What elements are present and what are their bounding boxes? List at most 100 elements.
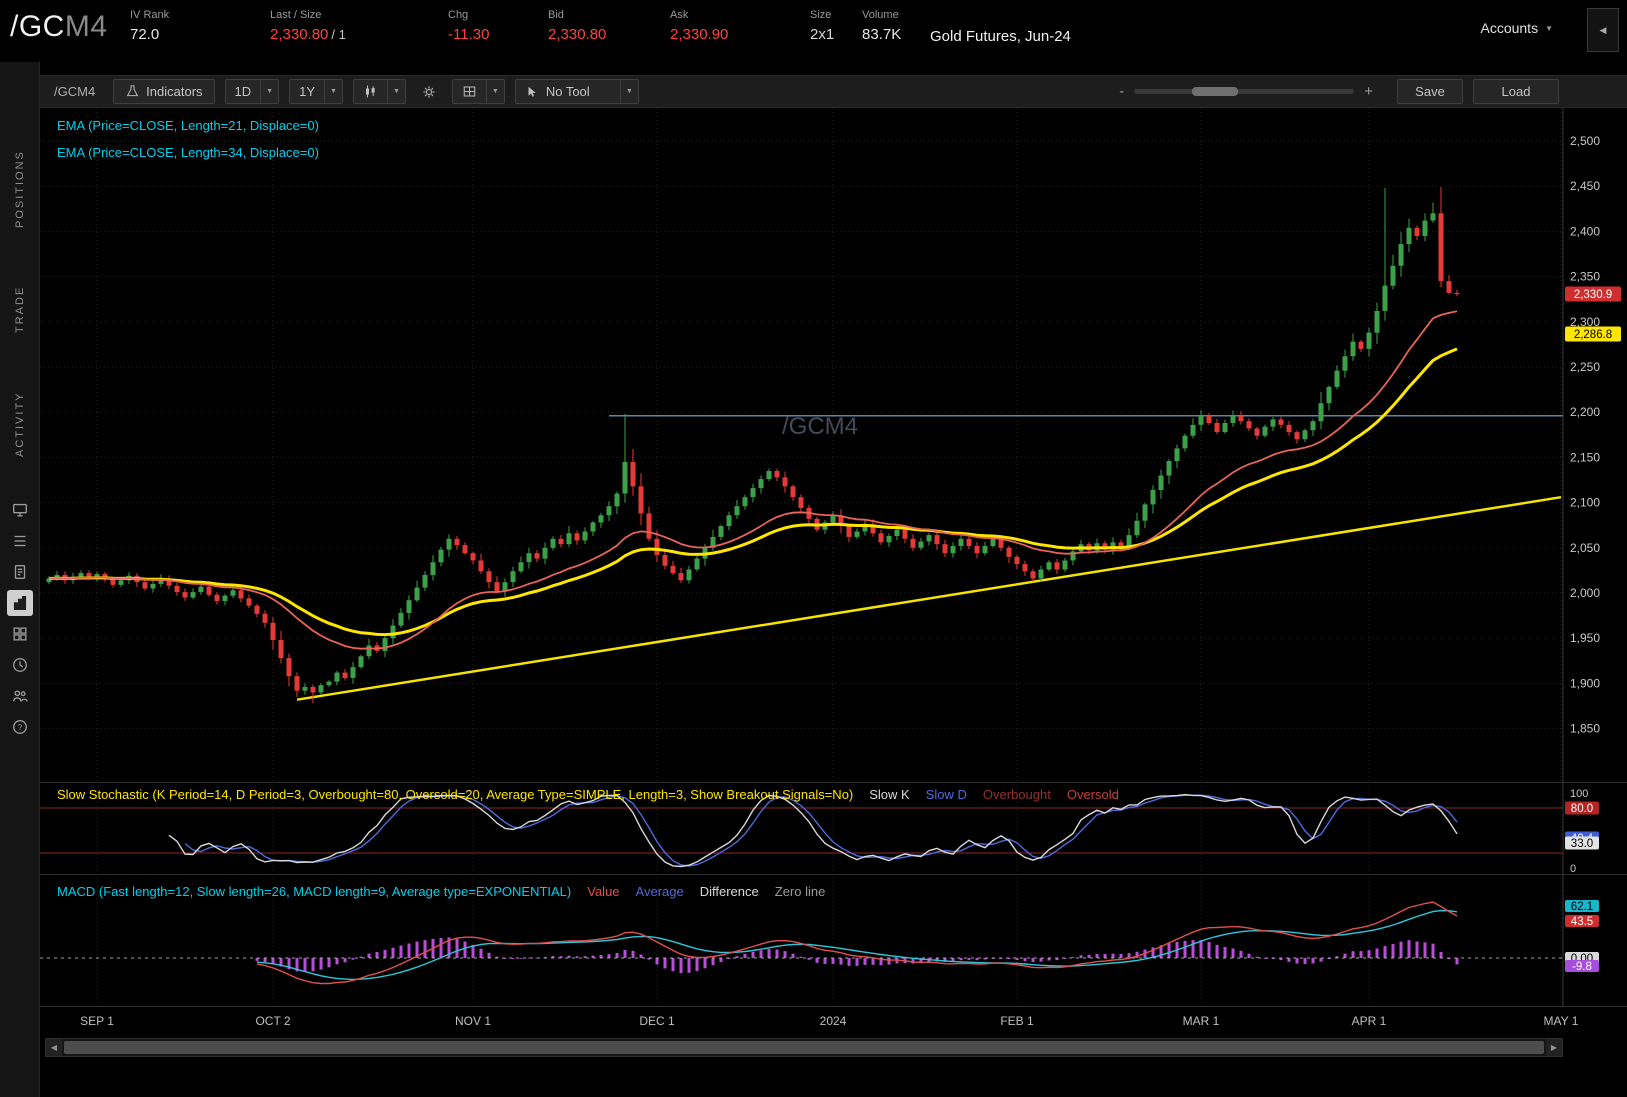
watchlist-icon[interactable]	[7, 528, 33, 554]
sidebar-icons: ?	[0, 492, 40, 745]
candle	[1406, 227, 1412, 245]
sharing-people-icon[interactable]	[7, 683, 33, 709]
study-label-ema34[interactable]: EMA (Price=CLOSE, Length=34, Displace=0)	[57, 145, 319, 160]
candle	[1182, 435, 1188, 449]
price-axis-label: 1,900	[1570, 676, 1600, 690]
candle	[1022, 564, 1028, 572]
candle	[742, 497, 748, 507]
chart-icon[interactable]	[7, 590, 33, 616]
candle	[1326, 386, 1332, 404]
candle	[934, 535, 940, 545]
field-label: Volume	[862, 9, 899, 21]
price-axis-label: 2,050	[1570, 541, 1600, 555]
candle	[998, 538, 1004, 548]
candle	[838, 515, 844, 527]
help-icon[interactable]: ?	[7, 714, 33, 740]
pane-divider	[40, 782, 1627, 783]
zoom-out-button[interactable]: -	[1119, 83, 1125, 100]
candle	[942, 544, 948, 554]
field-label: Last / Size	[270, 9, 322, 21]
candle	[1350, 341, 1356, 357]
chart-settings-button[interactable]	[416, 79, 442, 104]
macd-panel[interactable]: 62.143.50.00-9.8	[40, 874, 1627, 1006]
candle	[1390, 265, 1396, 286]
candle	[1238, 415, 1244, 422]
save-button[interactable]: Save	[1397, 79, 1463, 104]
candle	[294, 676, 300, 691]
candle	[974, 546, 980, 554]
last-size-qty: / 1	[331, 27, 346, 42]
candle	[1454, 292, 1460, 295]
zoom-slider[interactable]	[1134, 87, 1355, 96]
candle	[1166, 461, 1172, 476]
time-axis[interactable]: SEP 1 OCT 2 NOV 1 DEC 1 2024 FEB 1 MAR 1 APR 1 M…	[0, 1006, 1578, 1036]
candle	[150, 584, 156, 589]
contract-description: Gold Futures, Jun-24	[930, 28, 1071, 45]
layout-dropdown[interactable]: ▼	[451, 79, 505, 104]
candle	[118, 580, 124, 585]
candle	[1422, 220, 1428, 236]
history-clock-icon[interactable]	[7, 652, 33, 678]
layout-grid-icon[interactable]	[7, 621, 33, 647]
scrollbar-thumb[interactable]	[64, 1041, 1544, 1054]
candle	[1358, 341, 1364, 349]
scroll-right-button[interactable]: ▶	[1546, 1039, 1562, 1056]
price-chart[interactable]: 2,500 2,450 2,400 2,350 2,300 2,250 2,200 2,150…	[40, 108, 1627, 782]
candle	[46, 578, 52, 583]
sidebar-tab-activity[interactable]: ACTIVITY	[14, 391, 26, 457]
candle	[510, 571, 516, 583]
chart-style-dropdown[interactable]: ▼	[352, 79, 406, 104]
candle	[350, 667, 356, 678]
indicators-button[interactable]: Indicators	[113, 79, 215, 104]
candle	[1438, 213, 1444, 282]
candle	[886, 536, 892, 543]
study-label-stochastic[interactable]: Slow Stochastic (K Period=14, D Period=3…	[57, 787, 854, 802]
candle	[366, 645, 372, 657]
order-ticket-icon[interactable]	[7, 559, 33, 585]
drawing-tool-dropdown[interactable]: No Tool ▼	[514, 79, 639, 104]
candle	[1398, 244, 1404, 266]
candle	[1110, 542, 1116, 550]
price-axis-label: 2,450	[1570, 179, 1600, 193]
candle	[958, 538, 964, 546]
study-label-ema21[interactable]: EMA (Price=CLOSE, Length=21, Displace=0)	[57, 118, 319, 133]
range-dropdown[interactable]: 1Y ▼	[289, 79, 343, 104]
pane-divider	[40, 1006, 1627, 1007]
load-button[interactable]: Load	[1473, 79, 1559, 104]
candle	[278, 640, 284, 659]
zoom-slider-thumb[interactable]	[1192, 87, 1239, 96]
scroll-left-button[interactable]: ◀	[46, 1039, 62, 1056]
toolbar-symbol: /GCM4	[54, 84, 96, 99]
horizontal-scrollbar[interactable]: ◀ ▶	[45, 1038, 1563, 1057]
monitor-icon[interactable]	[7, 497, 33, 523]
chevron-down-icon: ▼	[619, 80, 638, 103]
field-value: 2,330.90	[670, 26, 729, 43]
candle	[382, 638, 388, 651]
sidebar-tab-positions[interactable]: POSITIONS	[14, 150, 26, 228]
candle	[1374, 311, 1380, 333]
sidebar-tab-trade[interactable]: TRADE	[14, 285, 26, 333]
time-axis-label: DEC 1	[639, 1014, 675, 1028]
candle	[526, 553, 532, 563]
candle	[1286, 424, 1292, 433]
candle	[598, 515, 604, 523]
ema34-line	[48, 347, 1458, 637]
candle	[230, 590, 236, 596]
timeframe-dropdown[interactable]: 1D ▼	[224, 79, 280, 104]
field-ask: Ask 2,330.90	[670, 9, 810, 43]
price-axis-label: 2,100	[1570, 496, 1600, 510]
candle	[1070, 551, 1076, 561]
legend-difference: Difference	[699, 884, 759, 899]
candle	[750, 488, 756, 498]
study-label-macd[interactable]: MACD (Fast length=12, Slow length=26, MA…	[57, 884, 572, 899]
candle	[766, 471, 772, 480]
accounts-menu[interactable]: Accounts ▼	[1480, 20, 1553, 36]
svg-text:43.5: 43.5	[1571, 916, 1593, 928]
zoom-in-button[interactable]: +	[1364, 83, 1373, 100]
time-axis-label: MAY 1	[1543, 1014, 1579, 1028]
candle	[302, 687, 308, 691]
candle	[390, 625, 396, 639]
collapse-panel-button[interactable]: ◀	[1587, 8, 1619, 52]
candle	[454, 538, 460, 546]
